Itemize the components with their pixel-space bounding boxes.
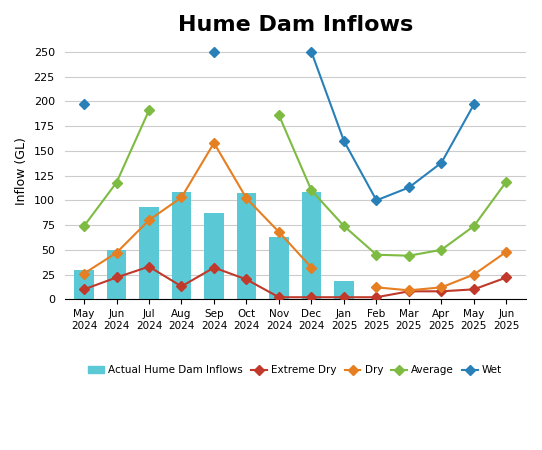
Dry: [503, 249, 509, 254]
Extreme Dry: [503, 275, 509, 280]
Wet: [341, 138, 347, 144]
Extreme Dry: [113, 275, 120, 280]
Dry: [308, 265, 315, 270]
Dry: [438, 285, 444, 290]
Y-axis label: Inflow (GL): Inflow (GL): [15, 137, 28, 205]
Wet: [308, 50, 315, 55]
Dry: [113, 250, 120, 256]
Dry: [243, 196, 250, 201]
Average: [438, 247, 444, 252]
Bar: [107, 250, 126, 299]
Line: Dry: Dry: [81, 140, 510, 294]
Wet: [470, 102, 477, 107]
Extreme Dry: [81, 287, 87, 292]
Average: [373, 252, 380, 257]
Extreme Dry: [243, 277, 250, 282]
Wet: [405, 185, 412, 190]
Bar: [302, 193, 321, 299]
Bar: [204, 213, 224, 299]
Extreme Dry: [470, 287, 477, 292]
Line: Extreme Dry: Extreme Dry: [81, 263, 510, 301]
Bar: [139, 207, 159, 299]
Bar: [74, 270, 94, 299]
Dry: [373, 285, 380, 290]
Wet: [373, 198, 380, 203]
Extreme Dry: [308, 295, 315, 300]
Average: [503, 179, 509, 184]
Line: Average: Average: [81, 107, 510, 259]
Line: Wet: Wet: [81, 49, 478, 204]
Extreme Dry: [146, 264, 152, 269]
Dry: [81, 271, 87, 276]
Title: Hume Dam Inflows: Hume Dam Inflows: [178, 15, 413, 35]
Extreme Dry: [341, 295, 347, 300]
Average: [470, 223, 477, 229]
Extreme Dry: [178, 284, 185, 289]
Wet: [81, 102, 87, 107]
Dry: [146, 217, 152, 223]
Dry: [276, 230, 282, 235]
Dry: [178, 195, 185, 200]
Bar: [334, 281, 354, 299]
Dry: [211, 140, 217, 146]
Extreme Dry: [211, 265, 217, 270]
Legend: Actual Hume Dam Inflows, Extreme Dry, Dry, Average, Wet: Actual Hume Dam Inflows, Extreme Dry, Dr…: [84, 361, 506, 379]
Average: [113, 180, 120, 185]
Average: [308, 188, 315, 193]
Extreme Dry: [405, 288, 412, 294]
Average: [341, 223, 347, 229]
Average: [405, 253, 412, 258]
Dry: [470, 272, 477, 277]
Extreme Dry: [438, 288, 444, 294]
Wet: [438, 160, 444, 166]
Dry: [405, 288, 412, 293]
Average: [81, 223, 87, 229]
Wet: [211, 50, 217, 55]
Extreme Dry: [373, 295, 380, 300]
Bar: [172, 193, 191, 299]
Extreme Dry: [276, 295, 282, 300]
Average: [146, 108, 152, 113]
Bar: [269, 237, 289, 299]
Bar: [237, 194, 256, 299]
Average: [276, 112, 282, 118]
